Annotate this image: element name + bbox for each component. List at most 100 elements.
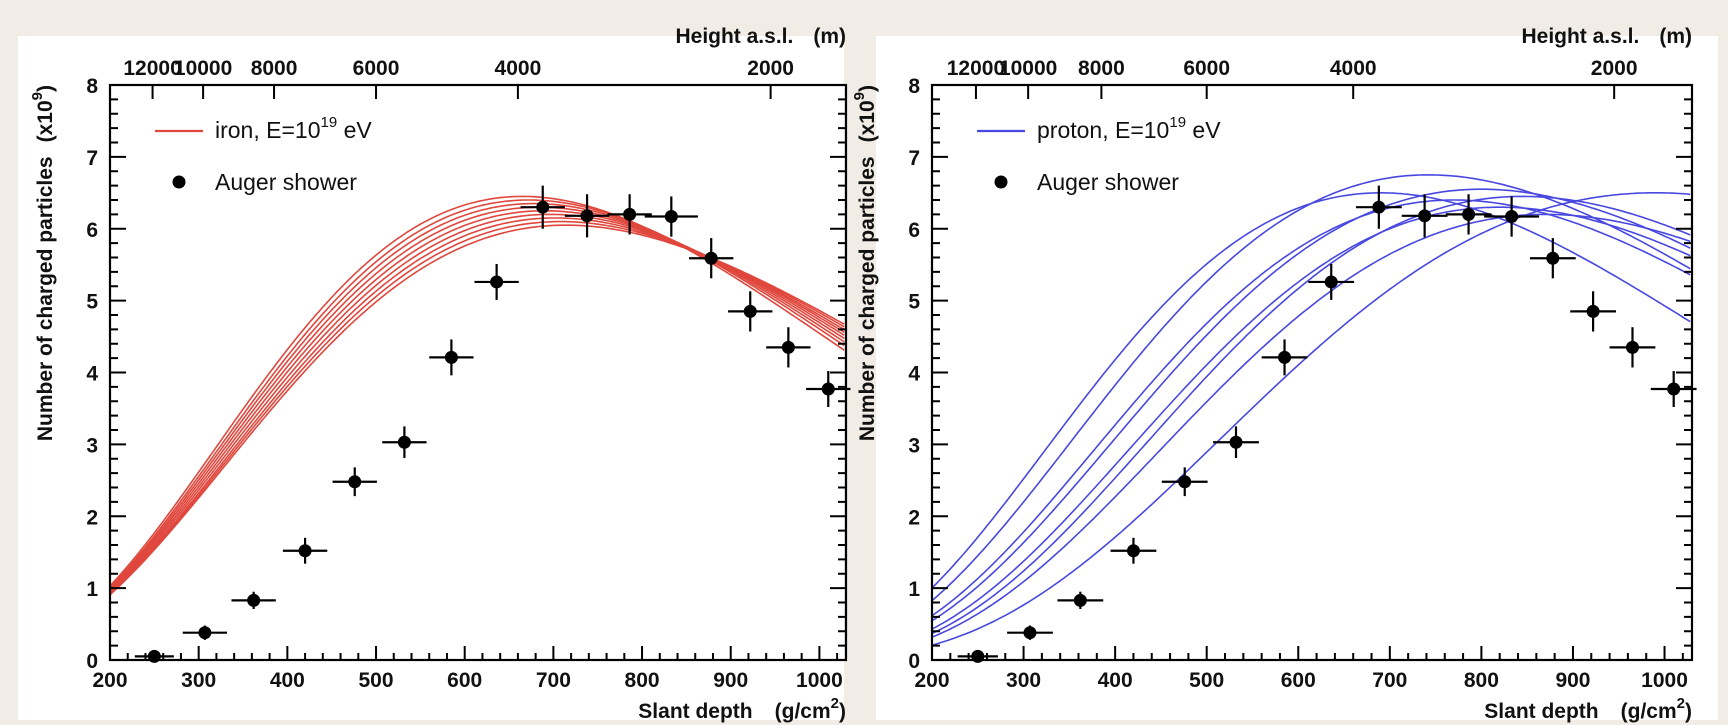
auger-point [1110,537,1157,564]
x-tick-label: 1000 [1641,669,1688,692]
auger-point [1529,238,1576,279]
data-point-marker [821,382,835,396]
y-tick-label: 5 [908,291,920,314]
auger-point [1057,591,1104,609]
x-tick-label: 200 [914,669,949,692]
y-tick-label: 2 [86,506,98,529]
height-tick-label: 10000 [174,57,232,80]
auger-point [607,194,652,235]
auger-point [1308,263,1355,300]
x-tick-label: 1000 [796,669,843,692]
top-axis-title: Height a.s.l. (m) [675,25,846,48]
shower-curve-1 [110,199,845,589]
curves [932,174,1691,646]
y-tick-label: 6 [86,219,98,242]
height-tick-label: 2000 [747,57,794,80]
x-tick-label: 300 [1006,669,1041,692]
data-point-marker [1324,275,1338,289]
auger-point [520,185,565,229]
data-point-marker [397,435,411,449]
auger-point [564,194,610,238]
y-tick-label: 5 [86,291,98,314]
shower-curve-2 [110,202,845,590]
y-tick-label: 1 [86,578,98,601]
data-point-marker [1625,340,1639,354]
y-tick-label: 3 [86,434,98,457]
x-tick-label: 300 [181,669,216,692]
auger-point [1401,194,1448,238]
x-tick-label: 800 [625,669,660,692]
y-tick-label: 2 [908,506,920,529]
y-tick-label: 6 [908,219,920,242]
shower-curve-0 [110,195,845,587]
auger-point [689,238,734,279]
height-tick-label: 12000 [123,57,181,80]
legend-points-label: Auger shower [215,169,357,195]
auger-point [1609,327,1656,368]
y-axis-title: Number of charged particles(x109) [29,85,57,441]
x-tick-label: 600 [447,669,482,692]
data-point-marker [664,210,678,224]
data-point-marker [781,340,795,354]
height-tick-label: 6000 [353,57,400,80]
shower-curve-8 [110,224,845,596]
curves [110,195,845,596]
auger-point [766,327,811,368]
x-tick-label: 500 [1189,669,1224,692]
data-point-marker [1418,209,1432,223]
auger-point [1213,426,1259,459]
auger-point [474,263,519,300]
right-panel: 200 300 400 500 600 700 800 900 1000012345678120… [851,25,1718,723]
auger-point [806,371,851,407]
x-tick-label: 700 [536,669,571,692]
auger-point [1484,196,1540,237]
y-tick-label: 0 [908,650,920,673]
data-point-marker [1073,593,1087,607]
legend-points-label: Auger shower [1037,169,1179,195]
legend-point-marker [994,175,1008,189]
data-point-marker [198,626,212,640]
panel-background [18,36,844,720]
auger-point [1007,625,1053,640]
x-axis-title: Slant depth (g/cm2) [638,695,846,723]
data-point-marker [1126,544,1140,558]
data-point-marker [1505,210,1519,224]
data-point-marker [1546,251,1560,265]
auger-point [1650,371,1697,407]
data-point-marker [1372,200,1386,214]
auger-point [644,196,698,237]
data-point-marker [1229,435,1243,449]
shower-curve-1 [932,174,1691,602]
legend-line-label: proton, E=1019 eV [1037,114,1221,143]
y-tick-label: 7 [86,147,98,170]
height-tick-label: 12000 [947,57,1005,80]
data-point-marker [1462,207,1476,221]
data-point-marker [1023,626,1037,640]
data-point-marker [490,275,504,289]
y-tick-label: 8 [86,75,98,98]
height-tick-label: 4000 [495,57,542,80]
top-axis-title: Height a.s.l. (m) [1521,25,1692,48]
x-tick-label: 800 [1464,669,1499,692]
auger-point [1445,194,1492,235]
y-axis-title: Number of charged particles(x109) [851,85,879,441]
shower-curve-2 [932,199,1691,617]
auger-point [429,339,474,376]
data-point-marker [298,544,312,558]
data-point-marker [623,207,637,221]
x-tick-label: 400 [270,669,305,692]
y-tick-label: 4 [86,363,98,386]
height-tick-label: 2000 [1591,57,1638,80]
auger-point [231,591,276,609]
shower-curve-5 [932,195,1691,635]
auger-point [1570,291,1616,332]
x-tick-label: 900 [1555,669,1590,692]
shower-curve-4 [932,206,1691,630]
data-point-marker [247,593,261,607]
data-point-marker [444,350,458,364]
x-tick-label: 700 [1372,669,1407,692]
shower-curve-7 [932,192,1691,646]
auger-point [1261,339,1308,376]
y-tick-label: 4 [908,363,920,386]
